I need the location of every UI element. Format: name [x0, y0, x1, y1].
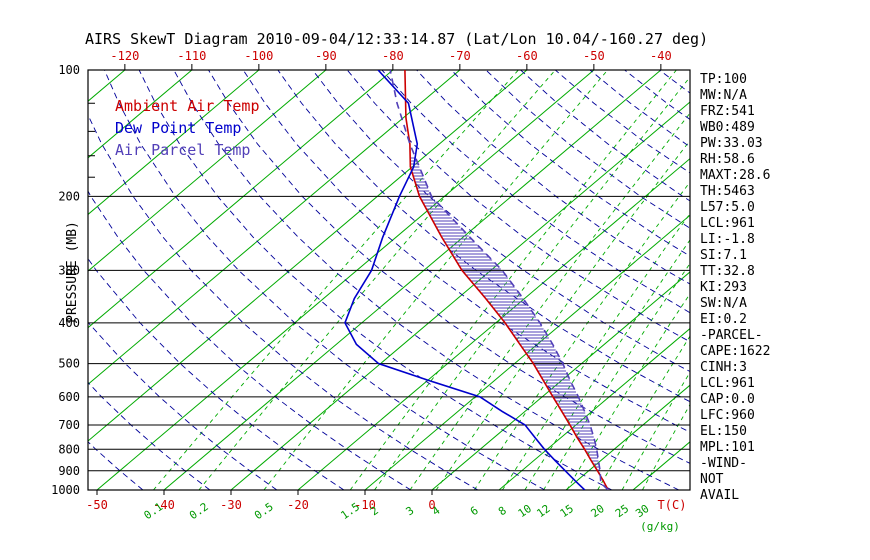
mixing-ratio-label: 15 [558, 502, 576, 520]
top-temp-label: -50 [583, 49, 605, 63]
panel-line: TT:32.8 [700, 264, 755, 279]
mixing-ratio-label: 3 [404, 504, 417, 518]
pressure-tick-label: 200 [58, 189, 80, 203]
mixing-ratio-label: 0.5 [252, 500, 276, 522]
bottom-temp-label: -10 [354, 498, 376, 512]
top-temp-label: -120 [110, 49, 139, 63]
pressure-tick-label: 400 [58, 316, 80, 330]
bottom-temp-label: 0 [428, 498, 435, 512]
bottom-temp-label: -20 [287, 498, 309, 512]
legend-ambient-air-temp: Ambient Air Temp [115, 97, 260, 115]
plot-border [87, 69, 691, 491]
panel-line: MAXT:28.6 [700, 168, 771, 183]
panel-line: FRZ:541 [700, 104, 755, 119]
mixing-ratio-label: 10 [516, 502, 534, 520]
pressure-tick-label: 300 [58, 263, 80, 277]
panel-line: CAP:0.0 [700, 392, 755, 407]
pressure-tick-label: 600 [58, 390, 80, 404]
pressure-tick-label: 500 [58, 357, 80, 371]
top-temp-label: -70 [449, 49, 471, 63]
temp-unit-label: T(C) [658, 498, 687, 512]
pressure-grid: 100 200 300 400 500 600 700 800 900 1000 [51, 63, 690, 497]
bottom-temp-label: -50 [86, 498, 108, 512]
panel-line: WB0:489 [700, 120, 755, 135]
bottom-temp-label: -30 [220, 498, 242, 512]
mixing-ratio-label: 30 [633, 502, 651, 520]
top-temp-labels: -120 -110 -100 -90 -80 -70 -60 -50 -40 [110, 49, 672, 70]
panel-line: TH:5463 [700, 184, 755, 199]
chart-legend: Ambient Air Temp Dew Point Temp Air Parc… [115, 95, 260, 161]
legend-dew-point-temp: Dew Point Temp [115, 119, 242, 137]
panel-line: EL:150 [700, 424, 747, 439]
panel-line: TP:100 [700, 72, 747, 87]
panel-line: AVAIL [700, 488, 740, 503]
mixing-ratio-label: 8 [496, 504, 509, 518]
page-title: AIRS SkewT Diagram 2010-09-04/12:33:14.8… [85, 30, 709, 48]
panel-line: MW:N/A [700, 88, 747, 103]
panel-line: LFC:960 [700, 408, 755, 423]
panel-line: -PARCEL- [700, 328, 763, 343]
top-temp-label: -40 [650, 49, 672, 63]
panel-line: CAPE:1622 [700, 344, 771, 359]
pressure-tick-label: 800 [58, 442, 80, 456]
bottom-temp-label: -40 [153, 498, 175, 512]
panel-line: LCL:961 [700, 216, 755, 231]
mixing-ratio-label: 12 [534, 502, 552, 520]
panel-line: PW:33.03 [700, 136, 763, 151]
mixing-ratio-label: 0.2 [187, 500, 211, 522]
pressure-axis-title: PRESSURE (MB) [65, 221, 80, 323]
air-parcel-curve [389, 70, 609, 490]
panel-line: RH:58.6 [700, 152, 755, 167]
panel-line: KI:293 [700, 280, 747, 295]
top-temp-label: -60 [516, 49, 538, 63]
mixing-ratio-label: 6 [468, 504, 481, 518]
legend-air-parcel-temp: Air Parcel Temp [115, 141, 251, 159]
panel-line: MPL:101 [700, 440, 755, 455]
axis-titles: PRESSURE (MB) [65, 221, 80, 323]
sounding-curves [344, 70, 609, 490]
mixing-ratio-label: 4 [430, 504, 443, 519]
panel-line: LI:-1.8 [700, 232, 755, 247]
panel-line: SW:N/A [700, 296, 747, 311]
mixing-ratio-label: 25 [613, 502, 631, 520]
pressure-tick-label: 900 [58, 464, 80, 478]
pressure-tick-label: 100 [58, 63, 80, 77]
top-temp-label: -80 [382, 49, 404, 63]
pressure-tick-label: 700 [58, 418, 80, 432]
panel-line: CINH:3 [700, 360, 747, 375]
panel-line: LCL:961 [700, 376, 755, 391]
dew-point-curve [344, 70, 586, 490]
top-temp-label: -90 [315, 49, 337, 63]
cape-hatch [410, 157, 601, 474]
panel-line: SI:7.1 [700, 248, 747, 263]
pressure-tick-label: 1000 [51, 483, 80, 497]
mixing-unit-label: (g/kg) [640, 520, 680, 533]
ambient-temp-curve [404, 70, 609, 490]
panel-line: -WIND- [700, 456, 747, 471]
top-temp-label: -110 [177, 49, 206, 63]
panel-line: NOT [700, 472, 724, 487]
stats-panel: TP:100 MW:N/A FRZ:541 WB0:489 PW:33.03 RH:58.… [700, 72, 770, 504]
mixing-ratio-label: 20 [588, 502, 606, 520]
panel-line: L57:5.0 [700, 200, 755, 215]
top-temp-label: -100 [244, 49, 273, 63]
panel-line: EI:0.2 [700, 312, 747, 327]
mixing-ratio-label: 2 [368, 504, 381, 518]
bottom-axis-labels: -50 -40 -30 -20 -10 00.1 0.2 0.5 1.5 2 3 4 6 8 10 12 15 2… [86, 490, 686, 533]
isotherm-lines [88, 70, 690, 490]
